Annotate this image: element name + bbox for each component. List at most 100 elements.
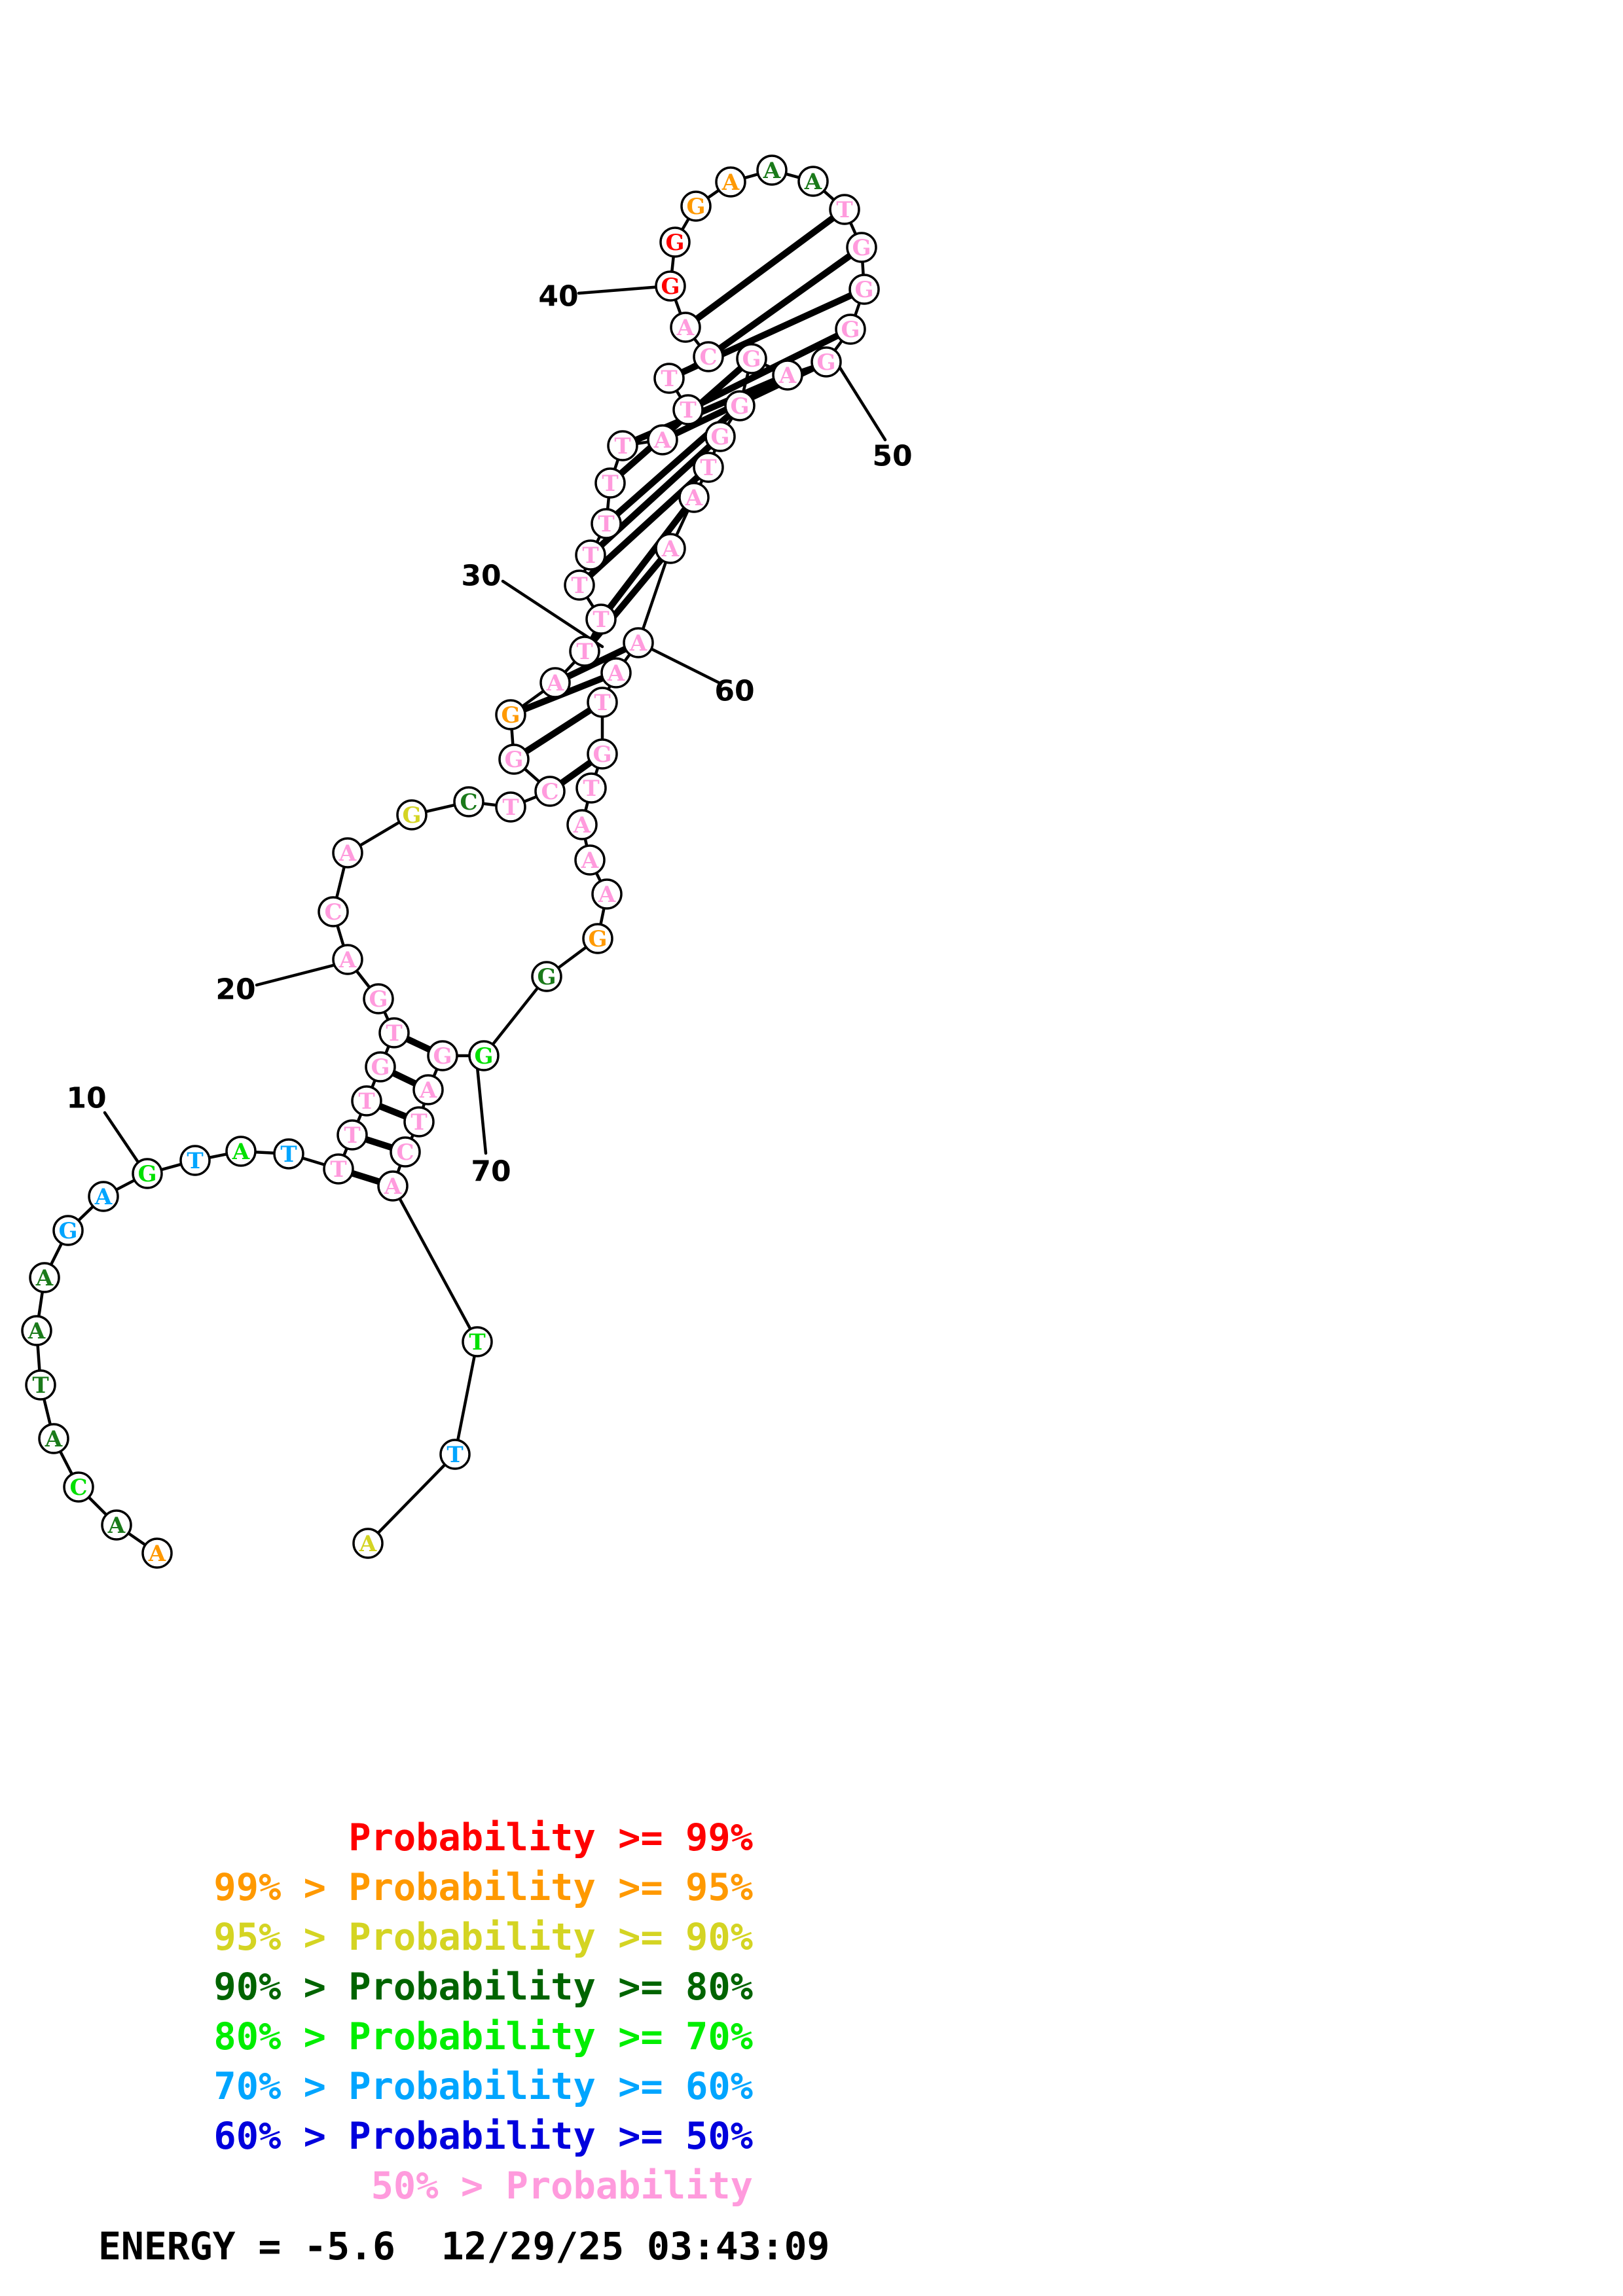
backbone-segment xyxy=(641,560,668,631)
base-circle xyxy=(337,1119,368,1151)
base-letter: A xyxy=(676,315,695,341)
base-circle xyxy=(351,1085,382,1117)
backbone-segment xyxy=(398,1197,472,1331)
backbone-segment xyxy=(77,1205,95,1222)
base-letter: G xyxy=(537,964,556,990)
base-node-g-44: G xyxy=(680,190,712,222)
base-letter: T xyxy=(187,1148,203,1174)
base-letter: T xyxy=(582,543,598,569)
base-node-a-72: A xyxy=(412,1074,444,1105)
base-node-t-13: T xyxy=(273,1138,304,1170)
base-node-g-55: G xyxy=(724,390,756,422)
base-circle xyxy=(141,1537,173,1569)
base-node-t-77: T xyxy=(439,1439,471,1470)
base-circle xyxy=(569,636,600,667)
base-circle xyxy=(63,1471,94,1503)
base-pair-bond xyxy=(606,504,689,613)
base-circle xyxy=(797,166,829,197)
base-pair-bond xyxy=(696,331,843,408)
backbone-segment xyxy=(370,1079,377,1089)
backbone-segment xyxy=(822,189,835,202)
base-circle xyxy=(52,1215,84,1246)
base-circle xyxy=(680,190,712,222)
base-node-c-24: C xyxy=(453,786,484,817)
backbone-segment xyxy=(594,871,602,883)
legend-row: 50% > Probability xyxy=(371,2164,753,2208)
backbone-segment xyxy=(613,457,620,471)
base-node-a-9: A xyxy=(88,1181,119,1212)
base-circle xyxy=(594,467,626,499)
backbone-segment xyxy=(584,800,589,812)
base-node-a-2: A xyxy=(101,1509,132,1541)
base-circle xyxy=(653,363,685,394)
base-node-g-71: G xyxy=(427,1040,458,1071)
base-letter: A xyxy=(778,363,797,389)
base-letter: G xyxy=(710,424,729,450)
legend-row: 99% > Probability >= 95% xyxy=(213,1866,753,1909)
base-letter: C xyxy=(69,1475,87,1501)
base-letter: T xyxy=(344,1122,360,1149)
base-node-a-59: A xyxy=(655,533,686,564)
base-node-t-36: T xyxy=(607,430,638,461)
position-leader-line xyxy=(255,960,348,987)
base-letter: A xyxy=(148,1541,166,1567)
base-node-a-20: A xyxy=(332,944,363,975)
energy-and-timestamp: ENERGY = -5.6 12/29/25 03:43:09 xyxy=(98,2224,830,2269)
base-letter: T xyxy=(583,776,599,802)
backbone-segment xyxy=(706,188,721,200)
base-pair-bond xyxy=(403,1035,434,1054)
base-letter: G xyxy=(852,235,871,261)
base-circle xyxy=(468,1040,500,1071)
base-node-a-58: A xyxy=(678,482,710,513)
backbone-segment xyxy=(680,362,697,373)
backbone-segment xyxy=(432,1067,439,1078)
base-letter: A xyxy=(94,1184,113,1210)
backbone-segment xyxy=(742,172,760,180)
base-circle xyxy=(591,878,623,910)
base-node-t-39: T xyxy=(653,363,685,394)
base-node-t-31: T xyxy=(585,603,617,635)
base-circle xyxy=(25,1369,56,1401)
position-leader-line xyxy=(577,284,671,295)
backbone-segment xyxy=(376,1463,447,1535)
base-circle xyxy=(647,424,678,456)
base-letter: A xyxy=(232,1139,250,1165)
base-letter: G xyxy=(402,802,421,829)
base-letter: C xyxy=(541,779,558,805)
base-letter: G xyxy=(501,702,520,728)
base-node-a-37: A xyxy=(647,424,678,456)
backbone-segment xyxy=(49,1242,64,1266)
backbone-segment xyxy=(763,363,776,371)
backbone-segment xyxy=(742,371,750,393)
base-letter: T xyxy=(469,1329,485,1355)
backbone-segment xyxy=(126,1532,147,1547)
legend-row: 60% > Probability >= 50% xyxy=(213,2115,753,2158)
backbone-segment xyxy=(520,689,545,708)
base-circle xyxy=(396,799,428,831)
base-letter: T xyxy=(614,433,630,459)
backbone-segment xyxy=(510,727,515,747)
backbone-segment xyxy=(335,865,346,899)
base-letter: A xyxy=(629,630,647,656)
position-label-50: 50 xyxy=(872,440,912,473)
position-leader-line xyxy=(475,1058,488,1155)
base-letter: C xyxy=(699,344,717,370)
base-circle xyxy=(179,1145,211,1176)
base-letter: T xyxy=(280,1141,297,1168)
base-letter: G xyxy=(58,1218,77,1244)
position-labels: 10 20 30 40 50 60 70 xyxy=(66,280,912,1189)
base-node-a-78: A xyxy=(352,1528,384,1559)
base-circle xyxy=(378,1017,410,1049)
backbone-segment xyxy=(342,1147,349,1157)
base-node-g-56: G xyxy=(704,421,736,452)
base-letter: A xyxy=(607,660,625,687)
base-node-t-48: T xyxy=(829,194,860,225)
base-letter: C xyxy=(396,1139,414,1166)
base-circle xyxy=(363,983,394,1014)
backbone-segment xyxy=(115,1178,136,1192)
base-letter: A xyxy=(546,670,564,696)
base-node-a-22: A xyxy=(332,837,363,869)
base-node-g-28: G xyxy=(495,699,526,730)
base-node-a-66: A xyxy=(574,844,606,876)
